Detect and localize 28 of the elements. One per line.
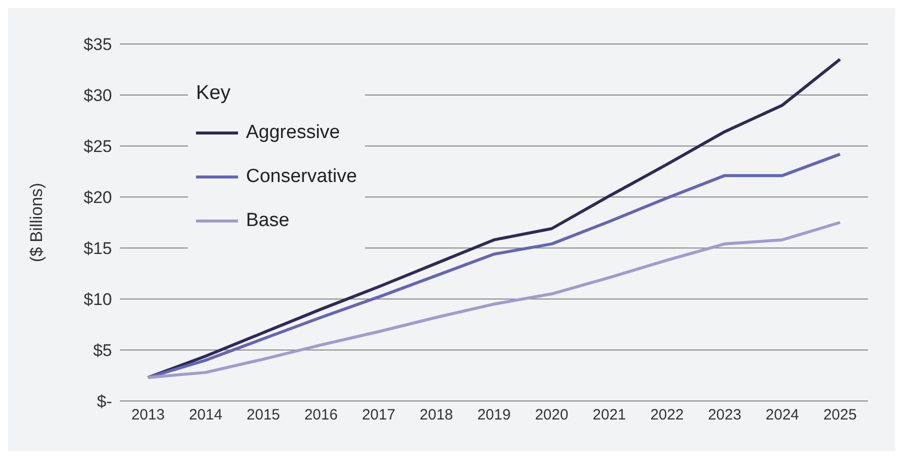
line-series (146, 152, 842, 380)
x-tick-label: 2019 (477, 406, 511, 424)
legend-title: Key (196, 82, 232, 105)
legend-label: Conservative (246, 166, 357, 188)
y-tick-label: $20 (84, 188, 112, 208)
x-tick-label: 2014 (188, 406, 222, 424)
line-series (146, 58, 842, 380)
x-tick-label: 2021 (592, 406, 626, 424)
y-tick-label: $- (96, 392, 112, 412)
x-tick-label: 2013 (131, 406, 165, 424)
x-tick-label: 2025 (823, 406, 857, 424)
y-tick-label: $30 (84, 86, 112, 106)
x-tick-label: 2017 (362, 406, 396, 424)
x-tick-label: 2018 (420, 406, 454, 424)
x-tick-label: 2016 (304, 406, 338, 424)
legend-label: Base (246, 210, 290, 232)
y-tick-label: $35 (84, 35, 112, 54)
y-tick-label: $25 (84, 137, 112, 156)
x-tick-label: 2024 (766, 406, 800, 424)
y-tick-label: $10 (84, 290, 112, 310)
x-tick-label: 2023 (708, 406, 742, 424)
x-tick-label: 2020 (534, 406, 568, 424)
x-tick-label: 2015 (246, 406, 280, 424)
y-tick-label: $15 (84, 239, 112, 258)
y-axis-title: ($ Billions) (27, 182, 46, 262)
x-tick-label: 2022 (650, 406, 684, 424)
y-tick-label: $5 (93, 341, 112, 360)
legend-label: Aggressive (246, 122, 340, 144)
